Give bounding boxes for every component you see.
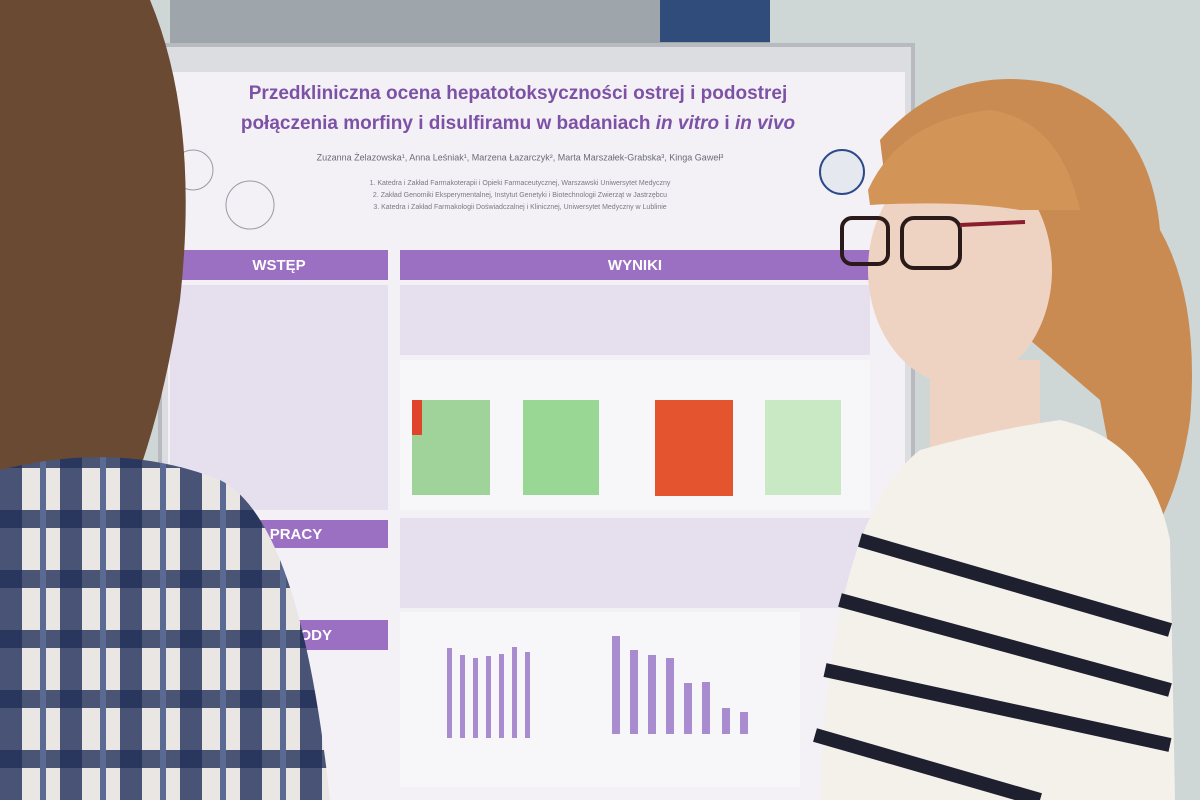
figure-panel: [400, 612, 800, 787]
hair: [0, 0, 186, 540]
bar: [486, 656, 491, 738]
glasses: [840, 216, 890, 266]
bangs: [868, 110, 1080, 210]
bar: [722, 708, 730, 734]
logo: [225, 180, 275, 230]
stripe: [823, 663, 1172, 752]
bar: [512, 647, 517, 738]
section-header: WYNIKI: [608, 257, 662, 274]
text-block: [400, 518, 870, 608]
bar: [499, 654, 504, 738]
title-part: in vitro: [656, 113, 719, 134]
bar: [525, 652, 530, 738]
affiliation: 1. Katedra i Zakład Farmakoterapii i Opi…: [370, 180, 671, 187]
bar: [684, 683, 692, 734]
text-block: [400, 285, 870, 355]
plaid-shirt: [0, 457, 330, 800]
title-part: połączenia morfiny i disulfiramu w badan…: [241, 113, 656, 134]
section-header-bar: [400, 250, 870, 280]
bar: [630, 650, 638, 734]
bar: [648, 655, 656, 734]
text-block: [170, 285, 388, 510]
stripe: [858, 533, 1172, 637]
section-header: WSTĘP: [252, 257, 305, 274]
bar: [702, 682, 710, 734]
heatmap: [655, 400, 733, 496]
glasses-arm: [959, 220, 1026, 227]
bar: [666, 658, 674, 734]
heatmap: [523, 400, 599, 495]
poster-title: Przedkliniczna ocena hepatotoksyczności …: [249, 83, 787, 104]
heatmap-cell: [412, 400, 422, 435]
authors: Zuzanna Żelazowska¹, Anna Leśniak¹, Marz…: [317, 152, 724, 162]
sweater: [820, 420, 1175, 800]
stripe: [813, 728, 1042, 800]
logo: [819, 149, 865, 195]
section-header-bar: [170, 250, 388, 280]
title-part: in vivo: [735, 113, 795, 134]
background-object: [660, 0, 770, 42]
bar: [460, 655, 465, 738]
heatmap: [765, 400, 841, 495]
glasses: [900, 216, 962, 270]
bar-chart: [447, 636, 748, 738]
bar: [473, 658, 478, 738]
bar: [447, 648, 452, 738]
title-part: i: [719, 113, 735, 134]
affiliation: 3. Katedra i Zakład Farmakologii Doświad…: [373, 204, 666, 211]
heatmap: [412, 400, 490, 495]
sweater-stripes: [813, 533, 1172, 800]
stripe: [838, 593, 1172, 697]
bar: [740, 712, 748, 734]
affiliation: 2. Zakład Genomiki Eksperymentalnej, Ins…: [373, 192, 667, 199]
bar: [612, 636, 620, 734]
poster-title: połączenia morfiny i disulfiramu w badan…: [241, 113, 795, 134]
face: [868, 155, 1052, 385]
